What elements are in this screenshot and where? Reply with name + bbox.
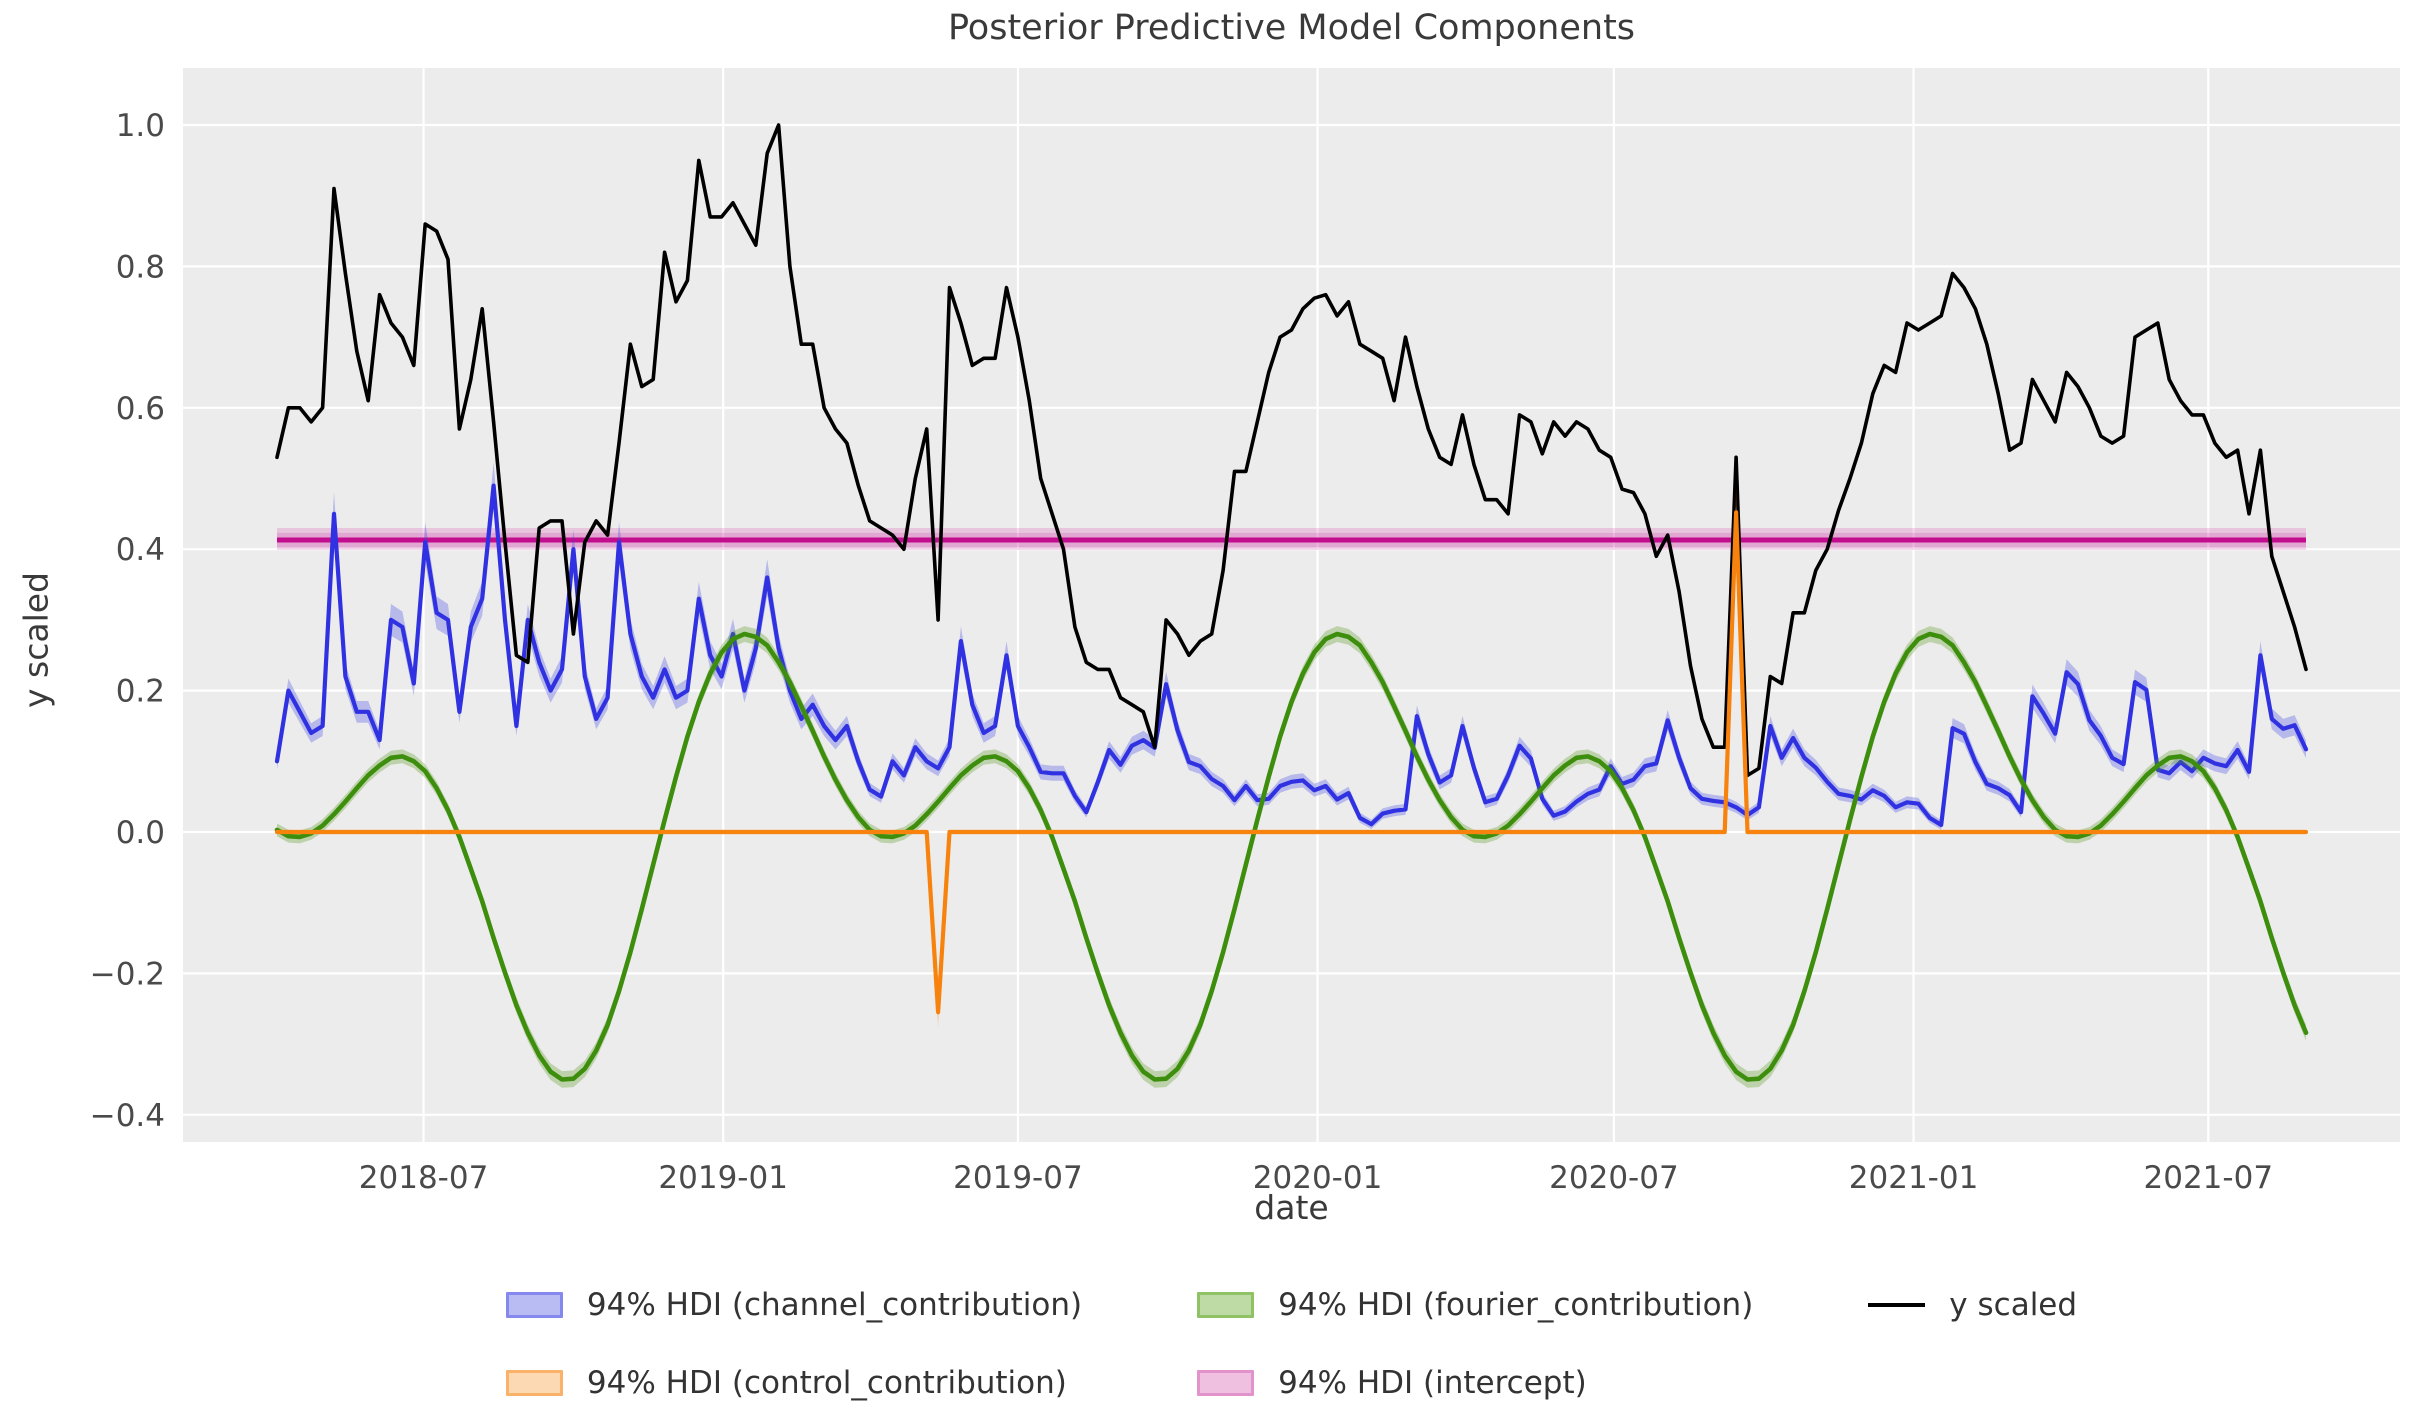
y-tick-label: 0.4 bbox=[116, 532, 165, 568]
legend-item-channel-contribution: 94% HDI (channel_contribution) bbox=[505, 1282, 1083, 1328]
fourier-mean-line bbox=[274, 631, 2309, 1082]
legend-label: 94% HDI (channel_contribution) bbox=[586, 1287, 1083, 1323]
legend-label: 94% HDI (intercept) bbox=[1278, 1365, 1587, 1401]
plot-background bbox=[183, 68, 2400, 1142]
fourier-hdi-swatch-icon bbox=[1197, 1292, 1255, 1318]
x-tick-label: 2021-07 bbox=[2144, 1160, 2274, 1196]
legend-item-intercept: 94% HDI (intercept) bbox=[1197, 1360, 1753, 1406]
x-tick-label: 2021-01 bbox=[1849, 1160, 1979, 1196]
x-tick-label: 2020-01 bbox=[1253, 1160, 1383, 1196]
legend-label: 94% HDI (fourier_contribution) bbox=[1278, 1287, 1754, 1323]
control-hdi-swatch-icon bbox=[505, 1370, 563, 1396]
x-tick-label: 2018-07 bbox=[359, 1160, 489, 1196]
plot-title: Posterior Predictive Model Components bbox=[947, 8, 1636, 48]
legend-column-3: y scaled bbox=[1868, 1282, 2077, 1328]
legend: 94% HDI (channel_contribution) 94% HDI (… bbox=[183, 1282, 2400, 1406]
y-tick-label: 0.6 bbox=[116, 391, 165, 427]
x-axis-title: date bbox=[1254, 1188, 1329, 1227]
channel-hdi-swatch-icon bbox=[505, 1292, 563, 1318]
y-tick-label: 0.8 bbox=[116, 249, 165, 285]
y-tick-label: 0.0 bbox=[116, 815, 165, 851]
x-tick-label: 2019-01 bbox=[658, 1160, 788, 1196]
y-axis-title: y scaled bbox=[16, 572, 56, 708]
y-tick-label: 0.2 bbox=[116, 674, 165, 710]
y-tick-label: −0.4 bbox=[90, 1098, 165, 1134]
x-tick-label: 2020-07 bbox=[1549, 1160, 1679, 1196]
legend-item-y-scaled: y scaled bbox=[1868, 1282, 2077, 1328]
channel-mean-line bbox=[274, 483, 2309, 827]
legend-column-1: 94% HDI (channel_contribution) 94% HDI (… bbox=[505, 1282, 1083, 1406]
y-tick-label: −0.2 bbox=[90, 956, 165, 992]
y-tick-label: 1.0 bbox=[116, 108, 165, 144]
y-scaled-line-swatch-icon bbox=[1868, 1303, 1926, 1307]
legend-item-control-contribution: 94% HDI (control_contribution) bbox=[505, 1360, 1082, 1406]
legend-item-fourier-contribution: 94% HDI (fourier_contribution) bbox=[1197, 1282, 1753, 1328]
y-scaled-line bbox=[275, 123, 2308, 778]
x-tick-label: 2019-07 bbox=[953, 1160, 1083, 1196]
control-mean-line bbox=[274, 510, 2309, 1015]
intercept-hdi-swatch-icon bbox=[1197, 1370, 1255, 1396]
legend-column-2: 94% HDI (fourier_contribution) 94% HDI (… bbox=[1197, 1282, 1753, 1406]
legend-label: y scaled bbox=[1949, 1287, 2078, 1323]
legend-label: 94% HDI (control_contribution) bbox=[586, 1365, 1067, 1401]
